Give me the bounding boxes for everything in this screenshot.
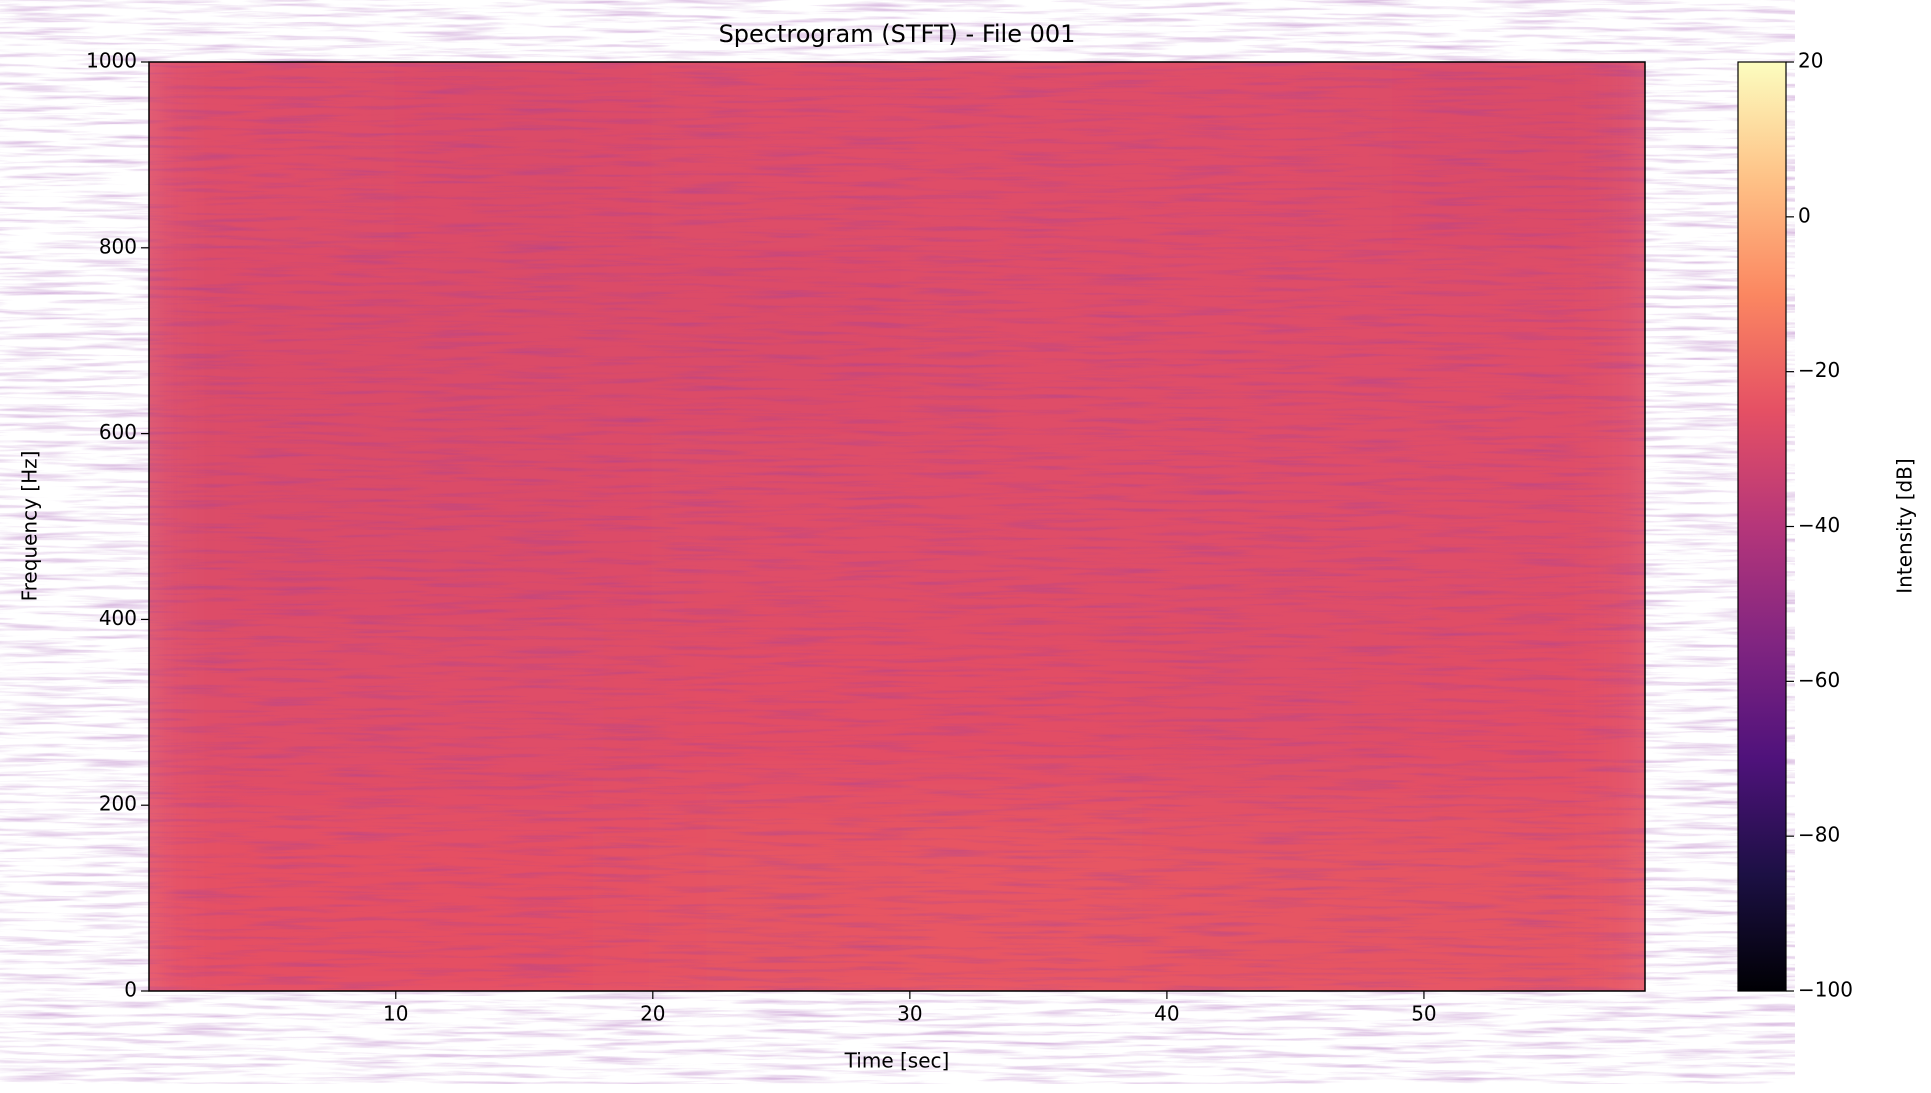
x-tick-label: 50: [1411, 1002, 1436, 1026]
y-tick-label: 600: [99, 420, 137, 444]
y-tick-label: 400: [99, 606, 137, 630]
colorbar-tick-label: 0: [1798, 203, 1811, 227]
y-tick-label: 200: [99, 792, 137, 816]
colorbar-tick-label: −20: [1798, 358, 1840, 382]
colorbar-tick-label: 20: [1798, 49, 1823, 73]
x-tick-label: 40: [1154, 1002, 1179, 1026]
colorbar: [1737, 61, 1787, 992]
y-axis-label: Frequency [Hz]: [18, 451, 42, 602]
x-axis-label: Time [sec]: [844, 1049, 950, 1073]
colorbar-tick-label: −40: [1798, 513, 1840, 537]
plot-frame: [148, 61, 1646, 992]
y-tick-label: 800: [99, 234, 137, 258]
x-tick-label: 10: [383, 1002, 408, 1026]
x-tick-label: 20: [640, 1002, 665, 1026]
texture: [149, 62, 1645, 991]
colorbar-label: Intensity [dB]: [1893, 458, 1917, 593]
colorbar-tick-label: −60: [1798, 668, 1840, 692]
y-tick-label: 1000: [86, 49, 137, 73]
x-tick-label: 30: [897, 1002, 922, 1026]
chart-title: Spectrogram (STFT) - File 001: [719, 20, 1076, 48]
colorbar-tick-label: −80: [1798, 823, 1840, 847]
y-tick-label: 0: [124, 978, 137, 1002]
colorbar-tick-label: −100: [1798, 978, 1853, 1002]
